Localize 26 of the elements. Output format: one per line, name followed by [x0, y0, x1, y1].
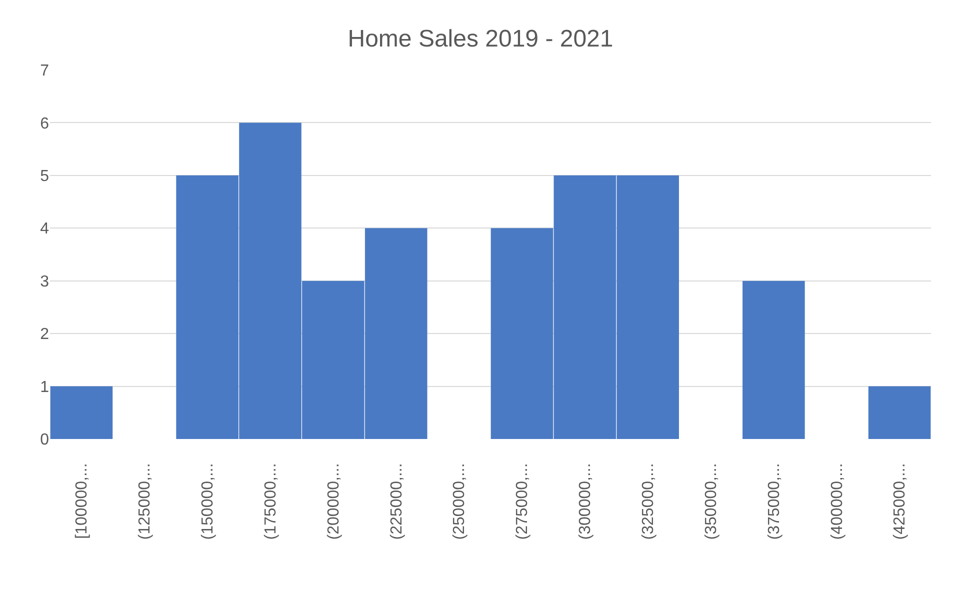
x-tick-label: (300000,...: [577, 463, 594, 540]
bar: [742, 280, 805, 439]
x-tick-label: (275000,...: [514, 463, 532, 540]
x-tick-label: (250000,...: [451, 463, 468, 540]
y-tick-label: 0: [40, 432, 50, 449]
chart-title: Home Sales 2019 - 2021: [348, 25, 614, 52]
x-tick-label: (150000,...: [200, 463, 217, 540]
y-tick-label: 6: [40, 115, 50, 132]
y-tick-label: 7: [40, 62, 50, 80]
bar: [868, 386, 931, 439]
x-tick-label: (200000,...: [325, 463, 342, 540]
x-tick-label: (225000,...: [388, 463, 406, 540]
x-tick-label: (425000,...: [892, 463, 909, 540]
y-tick-label: 2: [40, 326, 50, 344]
y-tick-label: 4: [40, 220, 50, 238]
x-tick-label: (175000,...: [262, 463, 280, 540]
x-tick-label: [100000,...: [74, 463, 91, 539]
y-tick-label: 5: [40, 168, 50, 186]
x-tick-label: (375000,...: [766, 463, 783, 540]
x-tick-label: (125000,...: [136, 463, 154, 540]
bar: [50, 386, 113, 439]
y-tick-label: 1: [40, 378, 50, 396]
x-tick-label: (325000,...: [640, 463, 658, 540]
x-tick-label: (350000,...: [702, 463, 720, 540]
y-tick-label: 3: [40, 273, 50, 290]
x-tick-label: (400000,...: [828, 463, 846, 540]
